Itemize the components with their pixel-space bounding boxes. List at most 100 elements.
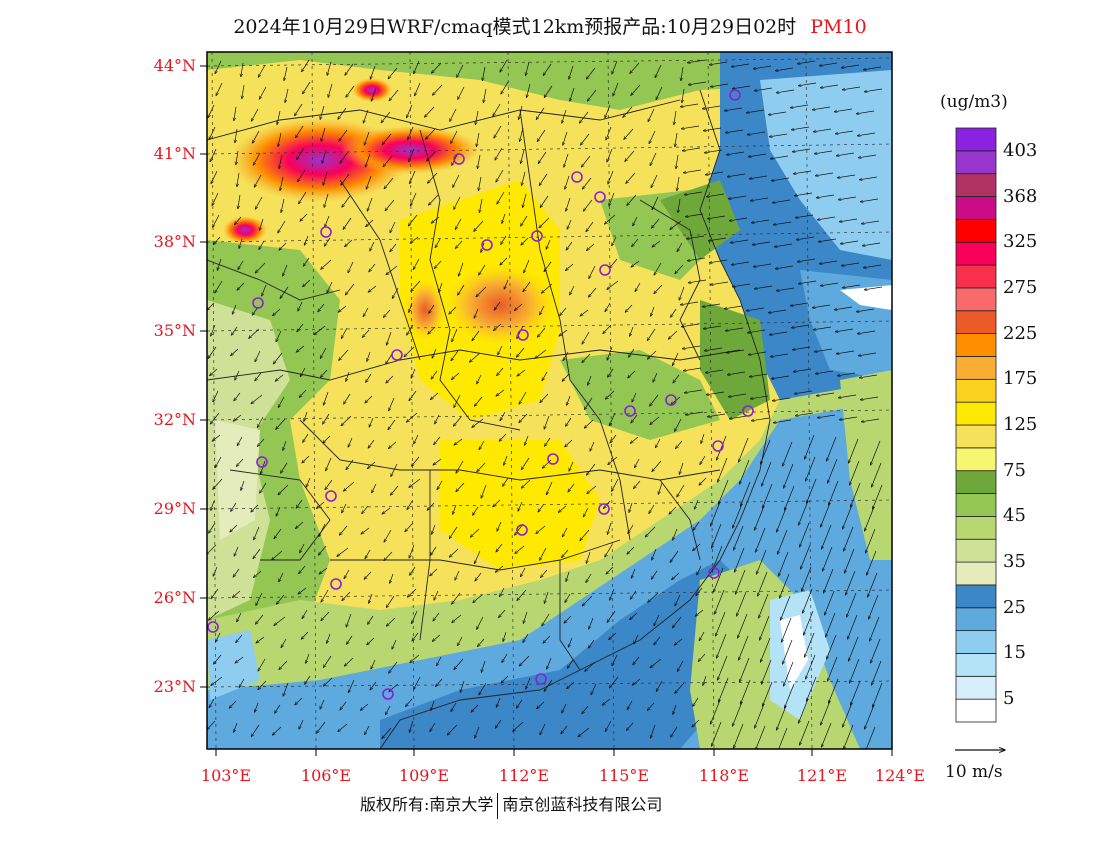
- wind-arrow: [211, 676, 223, 685]
- wind-arrow: [796, 236, 815, 240]
- wind-arrow: [654, 284, 663, 294]
- wind-arrow: [410, 654, 420, 663]
- wind-arrow: [628, 370, 636, 378]
- wind-arrow: [685, 213, 704, 217]
- wind-arrow: [410, 192, 417, 206]
- wind-arrow: [316, 501, 325, 509]
- wind-arrow: [732, 503, 743, 528]
- wind-arrow: [210, 148, 217, 162]
- wind-arrow: [255, 350, 261, 362]
- wind-arrow: [455, 570, 460, 580]
- city-marker: [624, 405, 636, 417]
- wind-arrow: [607, 368, 614, 377]
- wind-arrow: [840, 240, 859, 244]
- wind-arrow: [339, 349, 349, 360]
- colorbar-label: 403: [1003, 139, 1038, 161]
- wind-arrow: [274, 704, 281, 713]
- wind-arrow: [365, 549, 371, 559]
- wind-arrow: [338, 723, 348, 732]
- wind-arrow: [608, 170, 614, 184]
- wind-arrow: [474, 308, 479, 318]
- wind-arrow: [751, 417, 770, 421]
- wind-arrow: [213, 236, 221, 245]
- wind-arrow: [519, 413, 528, 423]
- wind-arrow: [241, 62, 244, 77]
- wind-arrow: [363, 307, 369, 317]
- wind-arrow: [680, 103, 699, 107]
- wind-arrow: [319, 523, 326, 537]
- wind-arrow: [836, 350, 855, 354]
- wind-arrow: [612, 236, 617, 246]
- wind-arrow: [500, 257, 508, 265]
- wind-arrow: [711, 523, 722, 548]
- colorbar-label: 35: [1003, 551, 1026, 573]
- wind-arrow: [758, 593, 769, 618]
- wind-arrow: [383, 155, 393, 167]
- wind-arrow: [870, 638, 881, 663]
- wind-arrow: [739, 657, 750, 682]
- wind-arrow: [458, 86, 465, 99]
- wind-arrow: [582, 331, 590, 344]
- lat-label-41: 41°N: [153, 144, 196, 163]
- wind-arrow: [501, 81, 509, 94]
- wind-arrow: [841, 262, 860, 266]
- wind-arrow: [628, 524, 634, 534]
- wind-arrow: [281, 638, 287, 648]
- wind-arrow: [412, 632, 419, 641]
- wind-arrow: [539, 173, 548, 186]
- wind-arrow: [712, 545, 723, 570]
- title-main: 2024年10月29日WRF/cmaq模式12km预报产品:10月29日02时: [233, 16, 797, 38]
- wind-arrow: [495, 147, 503, 160]
- wind-arrow: [431, 370, 438, 379]
- wind-arrow: [675, 594, 681, 606]
- wind-arrow: [631, 260, 640, 267]
- wind-arrow: [439, 282, 443, 292]
- city-marker: [256, 456, 268, 468]
- wind-arrow: [703, 325, 722, 329]
- wind-arrow: [385, 705, 391, 715]
- wind-arrow: [386, 375, 394, 383]
- wind-arrow: [278, 132, 282, 147]
- wind-arrow: [791, 324, 810, 328]
- wind-arrow: [717, 457, 728, 482]
- wind-arrow: [814, 150, 833, 154]
- wind-arrow: [794, 192, 813, 196]
- wind-arrow: [547, 657, 552, 669]
- wind-arrow: [814, 348, 833, 352]
- wind-arrow: [209, 126, 216, 140]
- wind-arrow: [820, 700, 831, 725]
- wind-arrow: [717, 655, 728, 680]
- wind-arrow: [303, 257, 310, 266]
- wind-arrow: [827, 656, 838, 681]
- wind-arrow: [303, 279, 311, 287]
- wind-arrow: [713, 567, 724, 592]
- wind-arrow: [756, 549, 767, 574]
- wind-arrow: [649, 130, 656, 144]
- colorbar-bin: [955, 333, 997, 357]
- wind-arrow: [847, 614, 858, 639]
- wind-arrow: [208, 346, 217, 358]
- wind-arrow: [567, 219, 572, 229]
- wind-arrow: [687, 257, 706, 261]
- wind-arrow: [754, 505, 765, 530]
- wind-arrow: [537, 129, 546, 142]
- wind-arrow: [215, 456, 222, 468]
- wind-arrow: [861, 220, 880, 224]
- wind-arrow: [259, 218, 264, 230]
- wind-arrow: [539, 217, 550, 228]
- colorbar-bin: [955, 127, 997, 152]
- wind-arrow: [427, 172, 438, 183]
- city-marker: [325, 490, 337, 502]
- wind-arrow: [700, 455, 706, 465]
- wind-arrow: [782, 639, 793, 664]
- wind-arrow: [609, 632, 617, 640]
- wind-arrow: [279, 660, 288, 670]
- wind-arrow: [213, 214, 220, 227]
- wind-arrow: [518, 501, 523, 511]
- wind-arrow: [648, 108, 655, 122]
- wind-arrow: [496, 543, 503, 552]
- wind-arrow: [839, 416, 858, 420]
- wind-arrow: [605, 544, 613, 557]
- wind-arrow: [651, 218, 660, 228]
- wind-arrow: [630, 62, 640, 74]
